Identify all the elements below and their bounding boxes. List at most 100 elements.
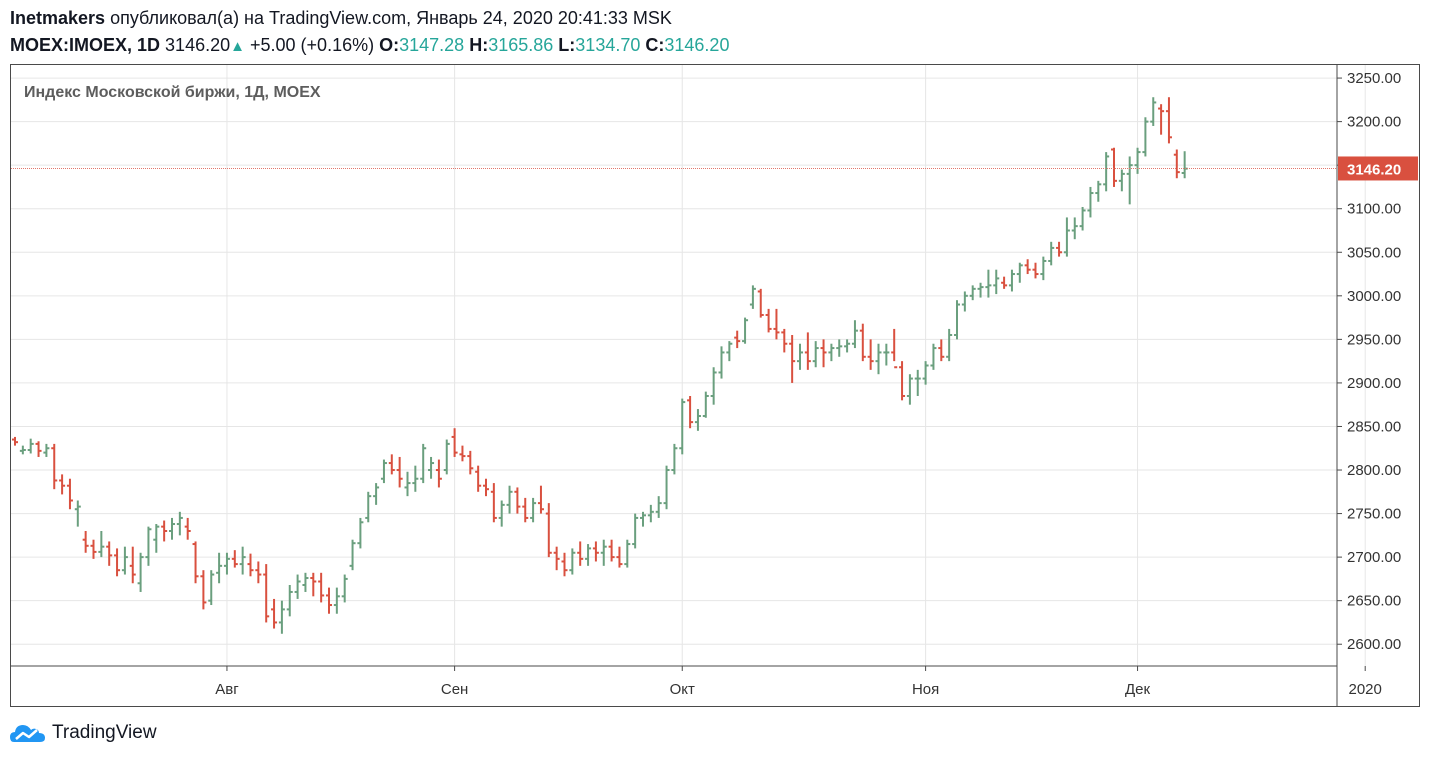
- ohlc-bar: [844, 339, 851, 353]
- chart-frame[interactable]: Индекс Московской биржи, 1Д, MOEX 2600.0…: [10, 64, 1420, 707]
- price-axis[interactable]: 2600.00 2650.00 2700.00 2750.00 2800.00 2850.…: [1337, 70, 1401, 653]
- author-name[interactable]: Inetmakers: [10, 8, 106, 28]
- ohlc-bar: [35, 441, 42, 457]
- y-tick-label: 3050.00: [1347, 244, 1401, 261]
- ohlc-bar: [522, 497, 529, 523]
- ohlc-bar: [899, 361, 906, 401]
- ohlc-bar: [318, 572, 325, 603]
- ohlc-bar: [600, 539, 607, 566]
- ohlc-bar: [506, 485, 513, 514]
- ohlc-bar: [1001, 276, 1008, 289]
- low-value: 3134.70: [575, 35, 641, 55]
- ohlc-bar: [906, 374, 913, 405]
- ohlc-bar: [569, 548, 576, 575]
- ohlc-bar: [310, 572, 317, 597]
- y-tick-label: 2650.00: [1347, 593, 1401, 610]
- ohlc-bar: [176, 511, 183, 536]
- y-tick-label: 3000.00: [1347, 288, 1401, 305]
- ohlc-bar: [467, 450, 474, 475]
- ohlc-bar: [1008, 269, 1015, 292]
- ohlc-bar: [961, 291, 968, 312]
- ohlc-bar: [326, 587, 332, 614]
- ohlc-chart[interactable]: Индекс Московской биржи, 1Д, MOEX 2600.0…: [11, 65, 1419, 706]
- ohlc-bar: [184, 517, 191, 540]
- ohlc-bar: [216, 552, 223, 584]
- ohlc-bar: [1048, 241, 1055, 266]
- ohlc-bar: [239, 546, 246, 575]
- y-tick-label: 2750.00: [1347, 506, 1401, 523]
- ohlc-bar: [1032, 262, 1039, 279]
- ohlc-bar: [341, 574, 348, 603]
- ohlc-bar: [459, 445, 466, 462]
- ohlc-bar: [145, 526, 152, 566]
- last-price-badge-label: 3146.20: [1347, 161, 1401, 178]
- ohlc-bar: [1087, 186, 1094, 218]
- close-value: 3146.20: [664, 35, 730, 55]
- ohlc-bar: [302, 572, 309, 592]
- ohlc-bar: [875, 343, 882, 375]
- ohlc-bar: [797, 343, 803, 370]
- ohlc-bar: [914, 369, 921, 396]
- ohlc-bar: [412, 465, 419, 492]
- ohlc-bar: [12, 436, 18, 446]
- x-tick-label: Дек: [1125, 681, 1151, 698]
- y-tick-label: 2700.00: [1347, 549, 1401, 566]
- ohlc-bar: [726, 341, 733, 362]
- ohlc-bar: [1056, 241, 1063, 257]
- ohlc-bar: [561, 552, 568, 577]
- ohlc-bar: [443, 439, 450, 475]
- ohlc-bar: [1095, 180, 1102, 202]
- ohlc-bar: [954, 300, 960, 340]
- ohlc-bar: [1063, 217, 1070, 257]
- ohlc-bar: [208, 570, 215, 606]
- ohlc-bar: [757, 288, 764, 318]
- high-value: 3165.86: [488, 35, 554, 55]
- ohlc-bar: [781, 328, 788, 353]
- ohlc-bar: [836, 339, 843, 357]
- chart-header: Inetmakers опубликовал(а) на TradingView…: [10, 6, 729, 60]
- time-axis[interactable]: Авг Сен Окт Ноя Дек 2020: [215, 666, 1382, 698]
- ohlc-bar: [922, 361, 929, 385]
- ohlc-bar: [396, 456, 403, 488]
- y-tick-label: 2950.00: [1347, 331, 1401, 348]
- ohlc-bar: [223, 552, 230, 575]
- ohlc-bar: [647, 504, 654, 523]
- ohlc-bar: [663, 465, 670, 510]
- last-price-badge-bg: [1338, 156, 1418, 181]
- ohlc-legend: MOEX:IMOEX, 1D 3146.20▲ +5.00 (+0.16%) O…: [10, 32, 729, 60]
- ohlc-bar: [373, 483, 380, 505]
- ohlc-bar: [1118, 169, 1125, 192]
- ohlc-bar: [632, 513, 639, 549]
- ohlc-bar: [718, 346, 725, 379]
- ohlc-bar: [82, 530, 89, 553]
- ohlc-bar: [616, 546, 623, 568]
- ohlc-bar: [247, 553, 254, 577]
- ohlc-bar: [742, 317, 749, 344]
- y-tick-label: 3100.00: [1347, 201, 1401, 218]
- ohlc-bar: [1142, 117, 1149, 157]
- ohlc-bar: [388, 454, 395, 475]
- ohlc-bar: [789, 335, 796, 383]
- ohlc-bar: [1165, 97, 1172, 144]
- ohlc-bar: [828, 343, 835, 362]
- published-text: опубликовал(а) на TradingView.com, Январ…: [110, 8, 672, 28]
- ohlc-bar: [702, 391, 709, 418]
- chart-title: Индекс Московской биржи, 1Д, MOEX: [24, 84, 321, 101]
- ohlc-bar: [977, 282, 984, 298]
- last-price: 3146.20: [165, 35, 231, 55]
- ohlc-bar: [624, 539, 631, 568]
- ohlc-bar: [749, 285, 756, 309]
- y-tick-label: 3200.00: [1347, 114, 1401, 131]
- ohlc-bar: [153, 524, 160, 553]
- ohlc-bar: [640, 511, 646, 527]
- ohlc-bar: [765, 308, 772, 333]
- ohlc-bar: [851, 320, 858, 349]
- tradingview-cloud-icon[interactable]: [10, 722, 46, 744]
- ohlc-bar: [859, 323, 866, 362]
- ohlc-bar: [90, 539, 97, 559]
- ohlc-bar: [255, 561, 262, 584]
- low-label: L:: [558, 35, 576, 55]
- ohlc-bar: [1126, 156, 1133, 205]
- ohlc-bar: [121, 546, 128, 575]
- brand-name[interactable]: TradingView: [52, 722, 157, 743]
